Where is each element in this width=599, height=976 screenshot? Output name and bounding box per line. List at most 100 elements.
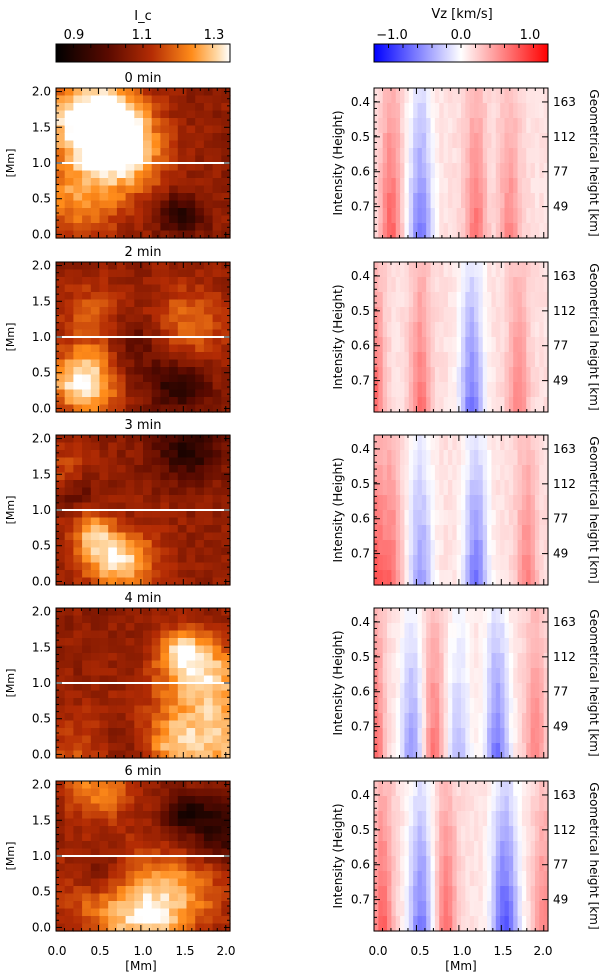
velocity-pixel (534, 540, 540, 556)
intensity-pixel (221, 140, 231, 149)
intensity-pixel (108, 442, 118, 451)
intensity-pixel (64, 645, 74, 654)
velocity-pixel (482, 118, 488, 134)
velocity-pixel (417, 367, 423, 383)
intensity-pixel (64, 110, 74, 119)
intensity-pixel (73, 299, 83, 308)
velocity-pixel (387, 841, 392, 857)
intensity-pixel (195, 344, 205, 353)
velocity-pixel (452, 713, 458, 729)
intensity-pixel (160, 480, 170, 489)
optical-depth-tick-label: 0.4 (351, 95, 370, 109)
intensity-pixel (108, 668, 118, 677)
intensity-pixel (203, 901, 214, 910)
intensity-pixel (125, 450, 135, 459)
intensity-pixel (212, 487, 222, 496)
velocity-pixel (495, 480, 501, 496)
intensity-pixel (99, 230, 109, 239)
velocity-pixel (469, 510, 475, 526)
intensity-pixel (186, 178, 196, 187)
intensity-pixel (108, 480, 118, 489)
velocity-pixel (404, 916, 410, 932)
intensity-pixel (221, 208, 231, 217)
intensity-pixel (151, 103, 161, 112)
velocity-pixel (465, 728, 471, 744)
velocity-pixel (395, 901, 401, 917)
velocity-pixel (539, 163, 545, 179)
intensity-pixel (186, 525, 196, 534)
velocity-pixel (530, 337, 536, 353)
intensity-pixel (82, 720, 92, 729)
velocity-pixel (456, 148, 462, 164)
velocity-pixel (530, 841, 536, 857)
intensity-pixel (108, 878, 118, 887)
intensity-pixel (90, 337, 101, 346)
intensity-pixel (90, 269, 101, 278)
intensity-pixel (90, 668, 101, 677)
intensity-pixel (73, 163, 83, 172)
velocity-pixel (539, 277, 545, 293)
intensity-pixel (73, 683, 83, 692)
intensity-pixel (151, 826, 161, 835)
velocity-pixel (374, 653, 379, 669)
intensity-pixel (116, 577, 127, 586)
velocity-pixel (400, 223, 406, 239)
velocity-pixel (504, 148, 510, 164)
intensity-pixel (73, 95, 83, 104)
intensity-pixel (73, 148, 83, 157)
velocity-pixel (443, 510, 449, 526)
intensity-pixel (116, 878, 127, 887)
velocity-pixel (421, 540, 427, 556)
velocity-pixel (417, 540, 423, 556)
intensity-pixel (221, 893, 231, 902)
intensity-pixel (125, 110, 135, 119)
velocity-pixel (539, 728, 545, 744)
intensity-pixel (90, 532, 101, 541)
intensity-pixel (108, 841, 118, 850)
velocity-pixel (374, 871, 379, 887)
velocity-pixel (534, 367, 540, 383)
intensity-pixel (177, 660, 188, 669)
velocity-pixel (508, 292, 514, 308)
intensity-pixel (212, 314, 222, 323)
velocity-pixel (491, 88, 497, 104)
velocity-pixel (400, 886, 406, 902)
panel-time-label: 2 min (125, 245, 162, 260)
intensity-pixel (186, 848, 196, 857)
velocity-pixel (400, 465, 406, 481)
intensity-pixel (177, 923, 188, 932)
intensity-pixel (108, 148, 118, 157)
intensity-pixel (195, 615, 205, 624)
intensity-pixel (203, 163, 214, 172)
velocity-pixel (374, 781, 379, 797)
intensity-pixel (108, 299, 118, 308)
intensity-pixel (221, 525, 231, 534)
velocity-pixel (461, 480, 466, 496)
velocity-pixel (543, 856, 549, 872)
intensity-pixel (99, 223, 109, 232)
velocity-pixel (374, 713, 379, 729)
intensity-pixel (151, 668, 161, 677)
velocity-pixel (482, 133, 488, 149)
intensity-pixel (186, 720, 196, 729)
velocity-pixel (452, 901, 458, 917)
velocity-pixel (513, 728, 519, 744)
velocity-pixel (387, 307, 392, 323)
velocity-pixel (387, 337, 392, 353)
intensity-pixel (56, 367, 66, 376)
velocity-pixel (504, 133, 510, 149)
intensity-pixel (90, 299, 101, 308)
velocity-pixel (534, 638, 540, 654)
velocity-pixel (430, 148, 436, 164)
velocity-pixel (417, 465, 423, 481)
intensity-tick-label: 1.1 (132, 28, 153, 43)
velocity-pixel (374, 208, 379, 224)
velocity-pixel (461, 382, 466, 398)
velocity-pixel (452, 450, 458, 466)
velocity-pixel (387, 510, 392, 526)
velocity-pixel (500, 826, 506, 842)
intensity-pixel (134, 781, 144, 790)
intensity-pixel (186, 200, 196, 209)
intensity-pixel (160, 223, 170, 232)
intensity-pixel (143, 660, 153, 669)
